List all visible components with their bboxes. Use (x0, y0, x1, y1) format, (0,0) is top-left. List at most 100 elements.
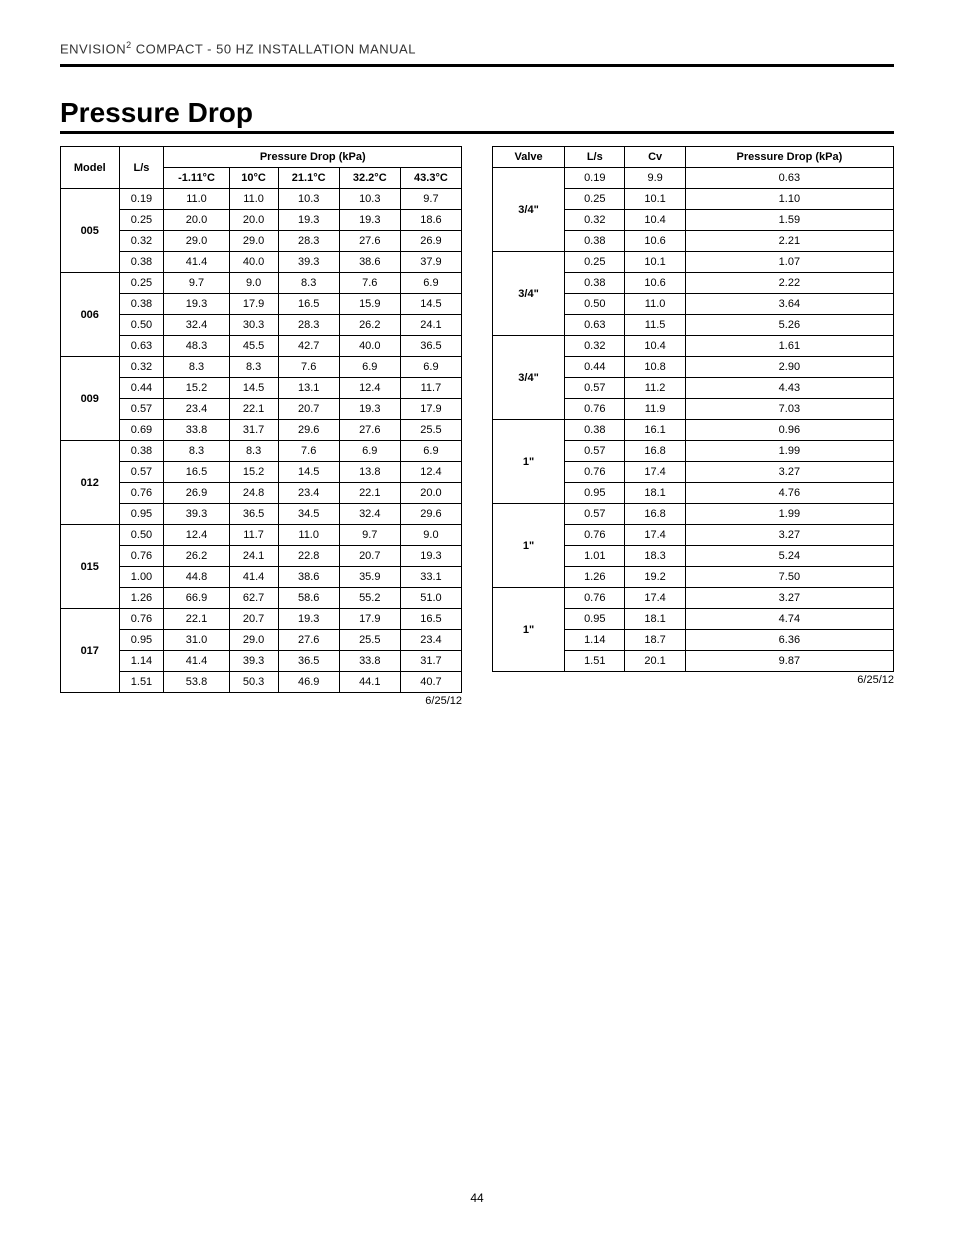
data-cell: 0.50 (119, 315, 164, 336)
data-cell: 10.4 (625, 210, 685, 231)
table-row: 0.5716.515.214.513.812.4 (61, 462, 462, 483)
data-cell: 58.6 (278, 588, 339, 609)
data-cell: 0.19 (119, 189, 164, 210)
data-cell: 20.0 (400, 483, 461, 504)
data-cell: 11.7 (229, 525, 278, 546)
data-cell: 14.5 (400, 294, 461, 315)
data-cell: 17.9 (339, 609, 400, 630)
model-cell: 006 (61, 273, 120, 357)
data-cell: 36.5 (229, 504, 278, 525)
table-row: 3/4"0.199.90.63 (493, 168, 894, 189)
table-row: 0.9531.029.027.625.523.4 (61, 630, 462, 651)
data-cell: 27.6 (278, 630, 339, 651)
data-cell: 10.8 (625, 357, 685, 378)
valve-cell: 3/4" (493, 168, 565, 252)
data-cell: 0.95 (119, 504, 164, 525)
data-cell: 10.3 (278, 189, 339, 210)
data-cell: 1.61 (685, 336, 893, 357)
data-cell: 45.5 (229, 336, 278, 357)
data-cell: 22.1 (339, 483, 400, 504)
data-cell: 0.25 (119, 210, 164, 231)
data-cell: 33.8 (164, 420, 229, 441)
data-cell: 16.5 (164, 462, 229, 483)
data-cell: 0.32 (565, 336, 625, 357)
data-cell: 24.8 (229, 483, 278, 504)
col-valve: Valve (493, 147, 565, 168)
model-cell: 009 (61, 357, 120, 441)
data-cell: 18.1 (625, 609, 685, 630)
data-cell: 15.9 (339, 294, 400, 315)
data-cell: 0.38 (119, 441, 164, 462)
data-cell: 0.19 (565, 168, 625, 189)
data-cell: 11.5 (625, 315, 685, 336)
data-cell: 8.3 (278, 273, 339, 294)
data-cell: 19.3 (278, 210, 339, 231)
data-cell: 17.9 (229, 294, 278, 315)
data-cell: 0.50 (565, 294, 625, 315)
model-cell: 012 (61, 441, 120, 525)
data-cell: 0.95 (565, 609, 625, 630)
data-cell: 3.27 (685, 462, 893, 483)
table-row: 0.3229.029.028.327.626.9 (61, 231, 462, 252)
data-cell: 6.9 (400, 357, 461, 378)
data-cell: 0.76 (119, 609, 164, 630)
data-cell: 0.25 (565, 252, 625, 273)
data-cell: 9.87 (685, 651, 893, 672)
data-cell: 11.7 (400, 378, 461, 399)
data-cell: 62.7 (229, 588, 278, 609)
data-cell: 6.9 (339, 357, 400, 378)
table-row: 0090.328.38.37.66.96.9 (61, 357, 462, 378)
valve-cell: 3/4" (493, 252, 565, 336)
data-cell: 33.8 (339, 651, 400, 672)
data-cell: 50.3 (229, 672, 278, 693)
data-cell: 0.76 (565, 588, 625, 609)
table-row: 1.2666.962.758.655.251.0 (61, 588, 462, 609)
data-cell: 1.14 (119, 651, 164, 672)
col-group: Pressure Drop (kPa) (164, 147, 462, 168)
data-cell: 8.3 (164, 357, 229, 378)
data-cell: 26.9 (400, 231, 461, 252)
table-header-row: Valve L/s Cv Pressure Drop (kPa) (493, 147, 894, 168)
data-cell: 10.6 (625, 273, 685, 294)
tables-row: Model L/s Pressure Drop (kPa) -1.11°C10°… (60, 146, 894, 707)
data-cell: 10.4 (625, 336, 685, 357)
data-cell: 30.3 (229, 315, 278, 336)
data-cell: 12.4 (339, 378, 400, 399)
data-cell: 66.9 (164, 588, 229, 609)
col-ls: L/s (565, 147, 625, 168)
data-cell: 17.9 (400, 399, 461, 420)
data-cell: 10.6 (625, 231, 685, 252)
data-cell: 41.4 (229, 567, 278, 588)
data-cell: 0.38 (119, 252, 164, 273)
data-cell: 19.3 (400, 546, 461, 567)
valve-cell: 3/4" (493, 336, 565, 420)
table-date: 6/25/12 (492, 674, 894, 686)
table-header-row: Model L/s Pressure Drop (kPa) (61, 147, 462, 168)
data-cell: 29.0 (229, 630, 278, 651)
data-cell: 29.0 (164, 231, 229, 252)
data-cell: 38.6 (278, 567, 339, 588)
data-cell: 24.1 (400, 315, 461, 336)
data-cell: 0.57 (565, 441, 625, 462)
data-cell: 22.8 (278, 546, 339, 567)
data-cell: 40.0 (339, 336, 400, 357)
data-cell: 0.76 (565, 399, 625, 420)
data-cell: 23.4 (164, 399, 229, 420)
model-cell: 017 (61, 609, 120, 693)
table-head: Model L/s Pressure Drop (kPa) -1.11°C10°… (61, 147, 462, 189)
table-row: 0.9539.336.534.532.429.6 (61, 504, 462, 525)
data-cell: 8.3 (229, 441, 278, 462)
table-row: 1.0044.841.438.635.933.1 (61, 567, 462, 588)
data-cell: 7.6 (278, 441, 339, 462)
data-cell: 38.6 (339, 252, 400, 273)
data-cell: 6.36 (685, 630, 893, 651)
data-cell: 20.0 (164, 210, 229, 231)
data-cell: 7.03 (685, 399, 893, 420)
data-cell: 1.59 (685, 210, 893, 231)
data-cell: 36.5 (278, 651, 339, 672)
data-cell: 26.9 (164, 483, 229, 504)
model-cell: 005 (61, 189, 120, 273)
data-cell: 12.4 (164, 525, 229, 546)
data-cell: 20.7 (229, 609, 278, 630)
data-cell: 40.7 (400, 672, 461, 693)
